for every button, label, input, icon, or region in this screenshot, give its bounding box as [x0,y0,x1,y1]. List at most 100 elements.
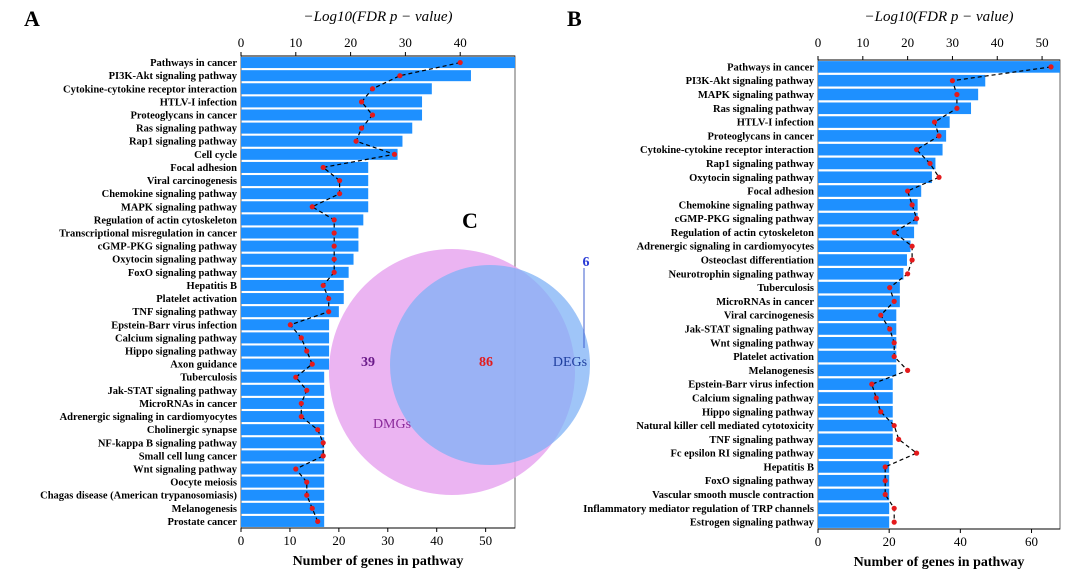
fdr-point [878,312,884,318]
category-label: Ras signaling pathway [136,124,238,135]
top-tick-label: 10 [289,35,302,50]
fdr-point [337,177,343,184]
bar [241,489,325,501]
bar [818,378,893,390]
fdr-point [326,309,332,315]
fdr-point [320,164,326,171]
category-label: cGMP-PKG signaling pathway [98,242,238,253]
category-label: Cell cycle [194,150,237,161]
category-label: HTLV-I infection [737,118,814,129]
category-label: TNF signaling pathway [709,435,814,446]
chart-panel-a: Pathways in cancer PI3K-Akt signaling pat… [40,9,516,569]
fdr-point [304,479,310,485]
category-label: Tuberculosis [757,283,814,294]
category-label: Platelet activation [733,352,814,363]
bar [818,447,893,459]
chart-panel-b: Pathways in cancer PI3K-Akt signaling pat… [583,9,1061,570]
bar [818,350,897,363]
fdr-point [891,298,897,304]
bar [241,227,359,239]
category-label: Chemokine signaling pathway [679,200,815,211]
category-label: Osteoclast differentiation [701,256,814,267]
category-label: NF-kappa B signaling pathway [98,438,238,449]
category-label: Prostate cancer [168,517,238,528]
bottom-tick-label: 20 [883,534,896,549]
category-label: Hepatitis B [187,281,237,292]
category-label: Estrogen signaling pathway [690,518,815,529]
bar [818,281,900,294]
bar [818,212,918,225]
bar [241,463,325,475]
bar [241,450,325,462]
bar [241,175,369,187]
category-label: PI3K-Akt signaling pathway [109,71,238,82]
fdr-point [913,147,920,153]
fdr-point [315,427,321,433]
top-tick-label: 0 [815,35,822,50]
category-label: MAPK signaling pathway [698,90,815,101]
bar [241,476,325,488]
category-label: Melanogenesis [172,504,237,515]
x-axis-title: Number of genes in pathway [293,554,464,569]
bar [818,199,918,211]
bar [818,309,897,321]
category-label: MicroRNAs in cancer [139,399,237,410]
bar [241,96,423,108]
top-tick-label: 40 [991,35,1004,50]
overlap-count: 86 [479,355,493,370]
category-label: Chemokine signaling pathway [102,189,238,200]
fdr-point [293,466,299,472]
category-label: Chagas disease (American trypanosomiasis… [40,491,237,502]
bottom-tick-label: 60 [1025,534,1038,549]
category-label: Viral carcinogenesis [724,311,814,322]
category-label: PI3K-Akt signaling pathway [686,76,815,87]
fdr-point [913,216,920,222]
fdr-point [287,322,293,328]
fdr-point [931,119,938,125]
fdr-point [320,440,326,446]
category-label: Cholinergic synapse [147,425,237,436]
category-label: Tuberculosis [180,373,237,384]
fdr-point [397,73,403,79]
bar [818,226,915,239]
fdr-point [331,243,337,249]
bar [818,157,936,170]
bar [241,437,325,449]
fdr-point [887,285,893,291]
bottom-tick-label: 40 [430,533,443,548]
top-tick-label: 40 [454,35,467,50]
top-tick-label: 50 [1036,35,1049,50]
category-label: Transcriptional misregulation in cancer [59,229,237,240]
fdr-point [320,282,326,289]
bar [241,70,471,82]
category-label: Small cell lung cancer [139,451,238,462]
bar [818,405,893,418]
category-label: Rap1 signaling pathway [706,159,815,170]
category-label: Regulation of actin cytoskeleton [671,228,814,239]
bar [818,516,890,528]
category-label: Pathways in cancer [727,62,814,73]
fdr-point [358,125,365,131]
bar [241,214,364,226]
category-label: Adrenergic signaling in cardiomyocytes [637,242,814,253]
category-label: Oocyte meiosis [170,478,237,489]
category-label: Jak-STAT signaling pathway [684,324,814,335]
category-label: Fc epsilon RI signaling pathway [670,449,814,460]
top-tick-label: 20 [901,35,914,50]
bar [241,148,398,160]
category-label: Epstein-Barr virus infection [111,320,237,331]
fdr-point [905,188,911,194]
bottom-tick-label: 0 [815,534,822,549]
fdr-point [905,367,911,373]
bottom-tick-label: 0 [238,533,245,548]
bar [818,336,897,349]
fdr-point [369,112,376,118]
fdr-point [331,269,337,275]
degs-label: DEGs [553,355,587,370]
fdr-point [913,450,920,456]
category-label: Hippo signaling pathway [702,407,815,418]
category-label: Focal adhesion [170,163,237,174]
fdr-point [936,133,942,139]
fdr-point [909,202,915,208]
category-label: Regulation of actin cytoskeleton [94,215,237,226]
